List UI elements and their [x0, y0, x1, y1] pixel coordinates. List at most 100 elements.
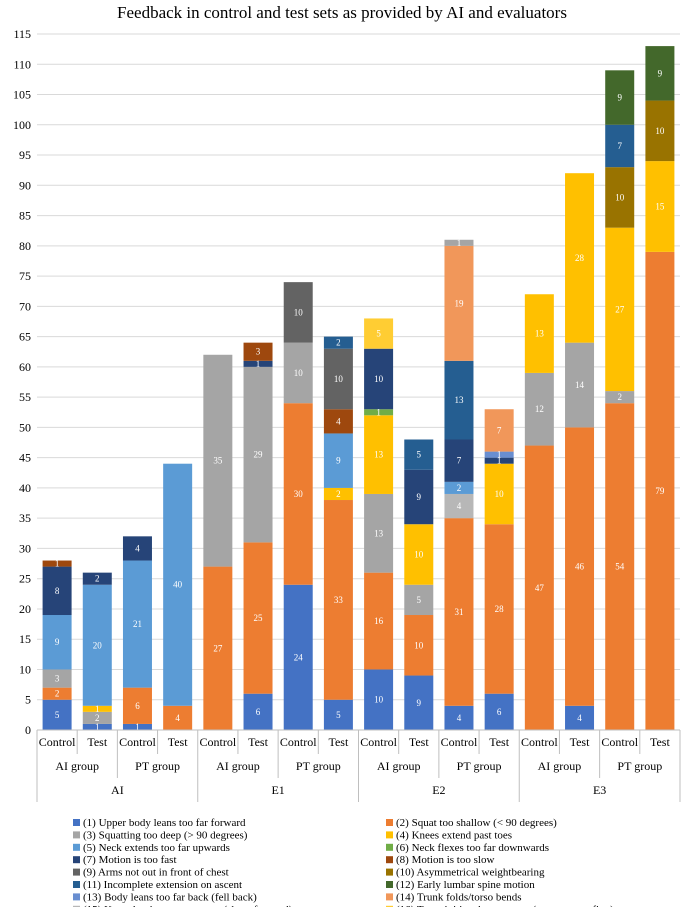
bar-segment [82, 584, 112, 706]
bar-segment [364, 669, 394, 730]
x-category-label: Test [328, 735, 348, 749]
bar-segment [444, 705, 474, 730]
bar-value-label: 30 [294, 489, 304, 499]
y-tick-label: 115 [13, 27, 31, 41]
bar-value-label: 2 [336, 338, 341, 348]
bar-value-label: 10 [414, 640, 424, 650]
bar-segment [524, 445, 554, 730]
legend-swatch [386, 819, 393, 826]
bar-value-label: 12 [535, 404, 544, 414]
bar-value-label: 2 [336, 489, 341, 499]
bar-segment [82, 723, 112, 730]
x-category-label: Control [601, 735, 638, 749]
bar-value-label: 10 [655, 126, 665, 136]
x-category-label: Test [570, 735, 590, 749]
y-tick-label: 0 [25, 723, 31, 737]
bar-segment [444, 481, 474, 494]
bar-value-label: 10 [374, 695, 384, 705]
bar-value-label: 20 [93, 640, 103, 650]
legend-swatch [73, 831, 80, 839]
x-category-label: Control [521, 735, 558, 749]
bar-segment [203, 354, 233, 567]
bar-value-label: 7 [497, 425, 502, 435]
legend: (1) Upper body leans too far forward (2) … [73, 817, 614, 907]
bar-value-label: 1 [497, 456, 502, 466]
legend-swatch [386, 893, 393, 901]
bar-segment-labels: 5239811212021621444027356252913243010105… [55, 68, 665, 732]
legend-entry-label: (9) Arms not out in front of chest [83, 867, 229, 879]
x-category-label: Control [441, 735, 478, 749]
bar-value-label: 47 [535, 583, 545, 593]
bar-segment [163, 705, 193, 730]
bar-segment [444, 360, 474, 440]
bar-value-label: 29 [254, 450, 264, 460]
bar-segment [404, 675, 434, 730]
bar-segment [42, 560, 72, 567]
bar-segment [82, 705, 112, 712]
bar-value-label: 7 [617, 141, 622, 151]
bar-value-label: 3 [256, 347, 261, 357]
bar-segment [605, 391, 635, 404]
bar-segment [283, 403, 313, 585]
legend-entry-label: (12) Early lumbar spine motion [396, 879, 535, 891]
legend-entry-label: (4) Knees extend past toes [396, 829, 512, 841]
bar-segment [203, 566, 233, 730]
bar-value-label: 9 [336, 456, 341, 466]
legend-entry-label: (10) Asymmetrical weightbearing [396, 867, 545, 879]
bar-value-label: 35 [213, 456, 223, 466]
bar-value-label: 13 [374, 450, 384, 460]
x-category-label: Control [39, 735, 76, 749]
bar-segment [484, 451, 514, 458]
axes: 0510152025303540455055606570758085909510… [13, 27, 681, 802]
x-evaluator-label: AI [111, 783, 124, 797]
bar-value-label: 5 [336, 710, 341, 720]
legend-swatch [386, 843, 393, 851]
bar-segment [565, 173, 595, 343]
y-tick-label: 10 [19, 662, 31, 676]
bar-segment [122, 687, 152, 724]
bar-value-label: 9 [658, 68, 663, 78]
bar-value-label: 21 [133, 619, 142, 629]
legend-swatch [386, 868, 393, 876]
bar-value-label: 7 [457, 456, 462, 466]
bar-segment [605, 167, 635, 228]
bar-segment [364, 318, 394, 349]
legend-entry-label: (14) Trunk folds/torso bends [396, 891, 522, 903]
chart-title: Feedback in control and test sets as pro… [117, 3, 567, 22]
bar-value-label: 6 [135, 701, 140, 711]
bar-value-label: 1 [457, 238, 462, 248]
legend-entry-label: (6) Neck flexes too far downwards [396, 842, 549, 854]
bar-value-label: 19 [454, 298, 464, 308]
bar-segment [243, 342, 273, 361]
bar-segment [484, 409, 514, 452]
y-tick-label: 25 [19, 572, 31, 586]
y-tick-label: 65 [19, 330, 31, 344]
y-tick-label: 80 [19, 239, 31, 253]
legend-swatch [73, 819, 80, 826]
legend-entry-label: (11) Incomplete extension on ascent [83, 879, 242, 891]
bar-segment [484, 457, 514, 464]
bar-value-label: 4 [135, 543, 140, 553]
bar-segment [484, 693, 514, 730]
bar-segment [364, 493, 394, 573]
bar-value-label: 31 [454, 607, 463, 617]
bar-value-label: 4 [577, 713, 582, 723]
bar-segment [404, 439, 434, 470]
y-tick-label: 55 [19, 390, 31, 404]
bar-segment [82, 572, 112, 585]
legend-entry-label: (15) Knee dominant movement (shoot forwa… [83, 904, 293, 907]
y-tick-label: 100 [13, 118, 31, 132]
bar-segment [605, 403, 635, 730]
bar-segment [283, 584, 313, 730]
bar-segment [364, 348, 394, 410]
y-tick-label: 85 [19, 209, 31, 223]
bar-segment [404, 615, 434, 676]
bar-value-label: 9 [617, 93, 622, 103]
y-tick-label: 20 [19, 602, 31, 616]
bar-value-label: 14 [575, 380, 585, 390]
bar-value-label: 8 [55, 586, 60, 596]
y-tick-label: 50 [19, 420, 31, 434]
bar-segment [605, 70, 635, 125]
legend-entry-label: (8) Motion is too slow [396, 854, 494, 866]
